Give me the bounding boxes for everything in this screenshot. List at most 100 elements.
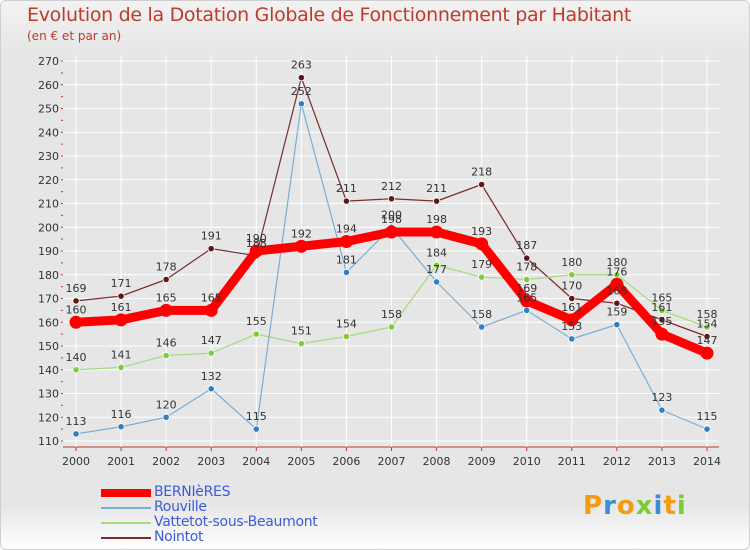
data-point — [520, 294, 534, 308]
x-tick-label: 2005 — [287, 455, 315, 468]
data-point — [387, 195, 396, 203]
x-tick-label: 2000 — [62, 455, 90, 468]
y-tick-label: 160 — [38, 316, 59, 329]
x-tick-label: 2006 — [332, 455, 360, 468]
logo-letter: P — [583, 491, 604, 521]
y-tick-label: 120 — [38, 411, 59, 424]
data-label: 165 — [201, 291, 222, 304]
data-label: 116 — [111, 408, 132, 421]
legend-item: BERNIèRES — [101, 484, 421, 500]
data-point — [568, 294, 576, 303]
data-label: 169 — [516, 282, 537, 295]
x-tick-label: 2013 — [648, 455, 676, 468]
y-tick-label: 130 — [38, 388, 59, 401]
data-label: 218 — [471, 166, 492, 179]
data-label: 158 — [471, 308, 492, 321]
x-tick-label: 2002 — [152, 455, 180, 468]
data-label: 190 — [246, 232, 267, 245]
data-label: 147 — [201, 334, 222, 347]
data-label: 146 — [156, 337, 177, 350]
data-label: 115 — [246, 410, 267, 423]
data-point — [117, 292, 125, 300]
logo-letter: o — [616, 491, 636, 521]
data-label: 200 — [381, 208, 402, 221]
data-label: 177 — [426, 263, 447, 276]
data-label: 193 — [471, 225, 492, 238]
x-tick-label: 2011 — [558, 455, 586, 468]
data-label: 159 — [606, 306, 627, 319]
data-label: 165 — [516, 291, 537, 304]
data-label: 168 — [606, 284, 627, 297]
legend-label: Rouville — [154, 499, 207, 515]
data-label: 178 — [516, 261, 537, 274]
data-label: 158 — [381, 308, 402, 321]
y-tick-label: 170 — [38, 293, 59, 306]
data-label: 161 — [651, 301, 672, 314]
data-point — [72, 297, 80, 305]
logo-letter: t — [663, 491, 677, 521]
data-point — [162, 275, 170, 284]
data-point — [432, 278, 441, 286]
data-label: 115 — [697, 410, 718, 423]
data-point — [249, 244, 263, 258]
data-label: 151 — [291, 325, 312, 338]
data-label: 176 — [606, 265, 627, 278]
data-label: 198 — [426, 213, 447, 226]
data-label: 212 — [381, 180, 402, 193]
data-label: 154 — [336, 318, 357, 331]
legend: BERNIèRES Rouville Vattetot-sous-Beaumon… — [101, 484, 421, 545]
data-label: 120 — [156, 398, 177, 411]
proxiti-logo: Proxiti — [583, 491, 687, 521]
data-label: 141 — [111, 348, 132, 361]
data-point — [523, 275, 531, 284]
data-point — [387, 323, 396, 331]
x-tick-label: 2014 — [693, 455, 721, 468]
data-point — [342, 268, 351, 276]
data-point — [700, 346, 714, 360]
data-point — [568, 271, 576, 279]
y-tick-label: 220 — [38, 174, 59, 187]
data-label: 180 — [561, 256, 582, 269]
y-tick-label: 250 — [38, 103, 59, 116]
x-tick-label: 2012 — [603, 455, 631, 468]
data-point — [204, 303, 218, 317]
y-tick-label: 240 — [38, 126, 59, 139]
data-label: 211 — [336, 182, 357, 195]
logo-letter: i — [653, 491, 664, 521]
x-tick-label: 2010 — [513, 455, 541, 468]
data-point — [162, 351, 170, 360]
data-point — [655, 327, 669, 341]
data-point — [114, 313, 128, 327]
data-label: 113 — [66, 415, 87, 428]
data-label: 154 — [697, 318, 718, 331]
data-label: 180 — [606, 256, 627, 269]
data-label: 194 — [336, 223, 357, 236]
data-point — [658, 406, 666, 414]
data-label: 178 — [156, 261, 177, 274]
data-label: 187 — [516, 239, 537, 252]
data-label: 161 — [111, 301, 132, 314]
data-point — [69, 315, 83, 329]
y-tick-label: 180 — [38, 269, 59, 282]
legend-label: BERNIèRES — [154, 484, 231, 500]
data-label: 132 — [201, 370, 222, 383]
data-point — [294, 239, 308, 253]
chart-subtitle: (en € et par an) — [27, 29, 122, 43]
data-point — [297, 340, 305, 348]
data-point — [658, 316, 666, 324]
logo-letter: x — [635, 491, 654, 521]
y-tick-label: 150 — [38, 340, 59, 353]
legend-item: Rouville — [101, 499, 421, 515]
data-point — [207, 349, 215, 357]
data-label: 263 — [291, 59, 312, 72]
x-tick-label: 2009 — [468, 455, 496, 468]
logo-letter: i — [676, 491, 687, 521]
data-point — [430, 225, 444, 239]
data-point — [72, 430, 80, 438]
y-tick-label: 110 — [38, 435, 59, 448]
chart-title: Evolution de la Dotation Globale de Fonc… — [27, 4, 632, 26]
data-point — [342, 332, 351, 341]
data-label: 165 — [156, 291, 177, 304]
data-label: 252 — [291, 85, 312, 98]
